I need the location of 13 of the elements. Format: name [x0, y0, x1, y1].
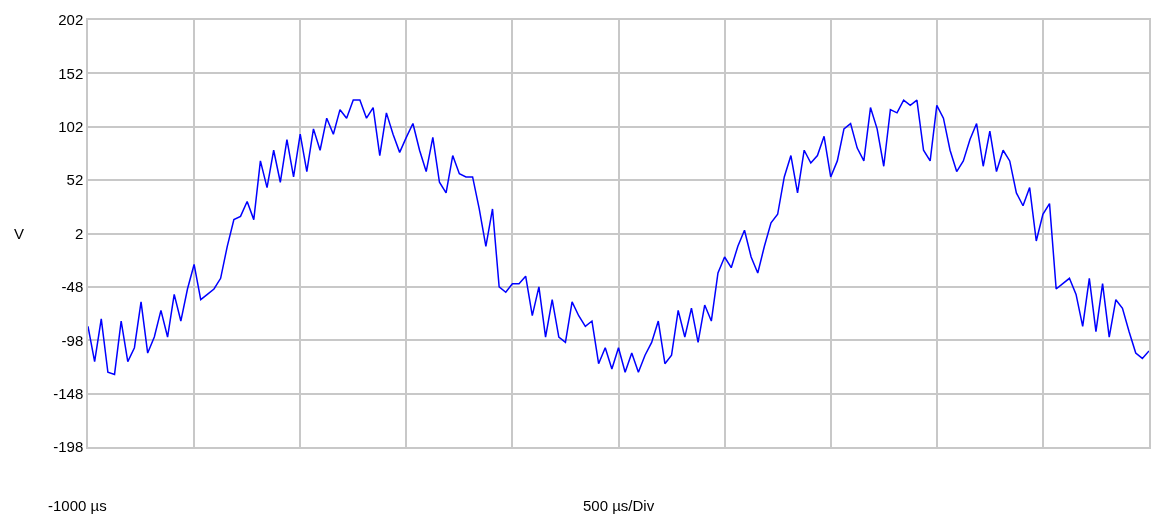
y-tick-label: -148 [53, 384, 84, 402]
line-series [88, 99, 1149, 376]
y-tick-label: -48 [61, 278, 84, 296]
y-tick-label: 52 [66, 171, 84, 189]
y-tick-label: 152 [58, 64, 84, 82]
text: 500 µs/Div [583, 497, 655, 514]
y-tick-label: 2 [74, 224, 84, 242]
y-tick-label: 202 [58, 11, 84, 29]
text: -1000 µs [48, 497, 107, 514]
y-tick-label: -98 [61, 331, 84, 349]
y-axis-title: V [14, 225, 25, 242]
y-tick-label: 102 [58, 118, 84, 135]
y-tick-label: -198 [53, 438, 84, 456]
